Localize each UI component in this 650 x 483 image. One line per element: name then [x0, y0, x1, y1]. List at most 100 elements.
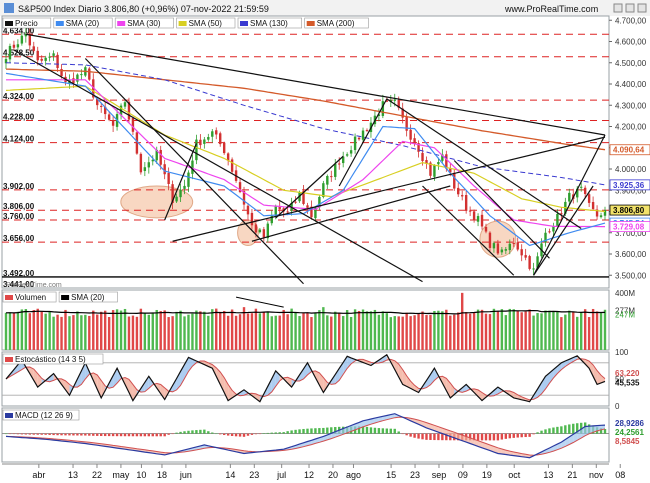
- stoch-fill: [545, 372, 550, 389]
- macd-histogram-bar: [496, 433, 500, 441]
- volume-bar: [234, 315, 238, 350]
- y-tick-label: 4.000,00: [615, 165, 647, 174]
- candle: [357, 137, 361, 140]
- stoch-fill: [601, 375, 605, 383]
- candle: [314, 207, 317, 219]
- legend-swatch: [61, 295, 70, 300]
- volume-bar: [254, 308, 258, 350]
- stoch-fill: [113, 368, 118, 388]
- y-tick-label: 100: [615, 348, 629, 357]
- macd-histogram-bar: [409, 433, 412, 437]
- header-buttons[interactable]: [613, 3, 647, 13]
- y-tick-label: 4.700,00: [615, 16, 647, 25]
- stoch-fill: [97, 374, 102, 398]
- candle: [322, 183, 325, 198]
- candle: [123, 102, 127, 107]
- volume-bar: [187, 314, 190, 350]
- level-label: 3.806,00: [3, 202, 35, 211]
- volume-bar: [270, 316, 273, 350]
- stoch-fill: [446, 378, 451, 398]
- price-panel: 4.634,004.528,504.324,004.228,004.124,00…: [1, 15, 650, 289]
- value-label: 4.090,64: [613, 146, 645, 155]
- candle: [334, 163, 337, 177]
- legend-label: Precio: [15, 19, 38, 28]
- candle: [111, 120, 115, 126]
- candle: [583, 187, 587, 195]
- volume-bar: [603, 309, 607, 350]
- volume-bar: [191, 313, 194, 350]
- minimize-icon[interactable]: [613, 3, 623, 13]
- macd-histogram-bar: [211, 432, 214, 434]
- volume-bar: [286, 314, 289, 350]
- macd-histogram-bar: [381, 428, 385, 434]
- legend-swatch: [240, 21, 248, 26]
- maximize-icon[interactable]: [625, 3, 635, 13]
- candle: [460, 195, 464, 197]
- macd-histogram-bar: [536, 432, 539, 434]
- candle: [163, 164, 166, 175]
- legend-item: [176, 17, 236, 29]
- candle: [230, 159, 234, 172]
- candle: [381, 101, 385, 116]
- candle: [72, 78, 75, 84]
- volume-bar: [159, 311, 162, 350]
- macd-histogram-bar: [417, 433, 420, 439]
- volume-bar: [238, 314, 242, 350]
- stoch-fill: [33, 369, 38, 388]
- level-label: 4.228,00: [3, 113, 35, 122]
- volume-bar: [536, 313, 539, 350]
- candle: [472, 211, 476, 221]
- y-tick-label: 277M: [615, 306, 635, 315]
- stoch-fill: [426, 374, 431, 388]
- candle: [131, 118, 135, 132]
- macd-histogram-bar: [540, 430, 543, 434]
- volume-bar: [16, 311, 20, 350]
- legend-swatch: [5, 413, 13, 418]
- legend-swatch: [5, 21, 13, 26]
- watermark: ProRealTime.com: [6, 282, 62, 289]
- candle: [413, 138, 416, 144]
- candle: [536, 256, 539, 268]
- volume-bar: [76, 311, 79, 350]
- macd-fill: [351, 423, 356, 432]
- volume-bar: [409, 316, 412, 350]
- macd-histogram-bar: [20, 433, 24, 435]
- header-icons[interactable]: [4, 3, 14, 13]
- volume-bar: [433, 311, 436, 350]
- volume-bar: [369, 311, 373, 350]
- legend-label: SMA (30): [127, 19, 161, 28]
- close-icon[interactable]: [637, 3, 647, 13]
- volume-bar: [576, 316, 579, 350]
- macd-histogram-bar: [425, 433, 428, 440]
- x-tick-label: 20: [328, 470, 338, 480]
- macd-histogram-bar: [508, 433, 511, 439]
- candle: [127, 101, 131, 120]
- volume-bar: [385, 313, 389, 350]
- stoch-fill: [29, 366, 34, 381]
- macd-histogram-bar: [64, 433, 67, 436]
- macd-histogram-bar: [568, 424, 571, 434]
- candle: [187, 172, 190, 187]
- candle: [476, 216, 480, 222]
- legend-label: MACD (12 26 9): [15, 411, 73, 420]
- legend-label: SMA (20): [71, 293, 105, 302]
- stoch-fill: [410, 381, 415, 391]
- macd-histogram-bar: [326, 427, 329, 434]
- volume-bar: [115, 309, 119, 350]
- macd-histogram-bar: [528, 433, 531, 437]
- window-icon[interactable]: [4, 3, 14, 13]
- macd-histogram-bar: [179, 431, 182, 434]
- level-label: 3.441,00: [3, 280, 35, 289]
- volume-bar: [516, 311, 519, 350]
- macd-histogram-bar: [147, 433, 151, 437]
- volume-bar: [36, 308, 39, 350]
- volume-bar: [492, 308, 496, 350]
- macd-histogram-bar: [524, 433, 527, 438]
- candle: [349, 150, 353, 154]
- candle: [433, 165, 436, 177]
- macd-histogram-bar: [92, 433, 95, 436]
- candle: [238, 182, 242, 193]
- macd-histogram-bar: [314, 428, 317, 434]
- trendline: [84, 58, 304, 285]
